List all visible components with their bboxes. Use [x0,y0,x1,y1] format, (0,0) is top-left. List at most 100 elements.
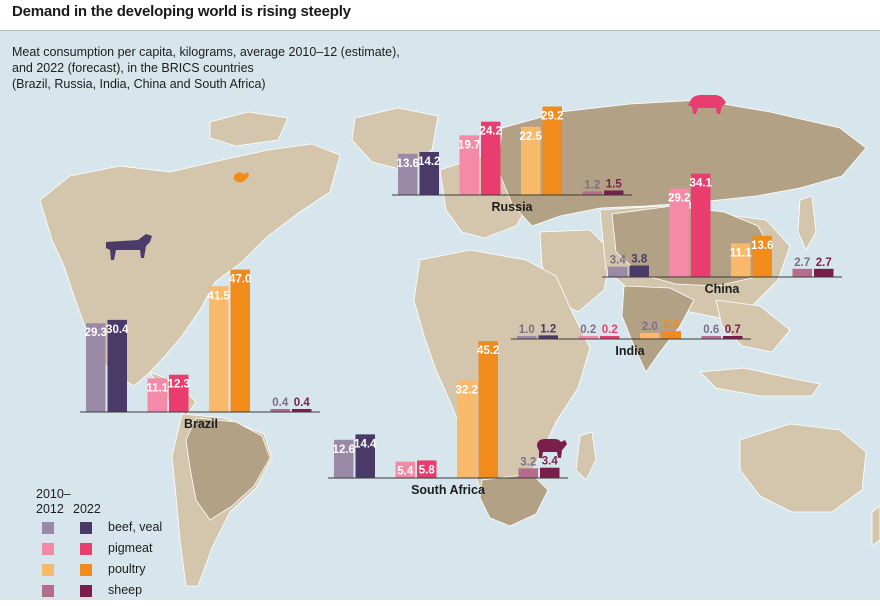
india-country-label: India [615,344,645,358]
japan [797,195,817,251]
subtitle-line: and 2022 (forecast), in the BRICS countr… [12,61,254,75]
south-africa-value-label: 3.4 [542,456,559,468]
legend-label: pigmeat [108,541,153,555]
world-map: 29.3 30.411.1 12.341.547.00.4 0.4Brazil13.6… [0,31,880,600]
india-value-label: 2.0 [642,321,658,333]
china-value-label: 34.1 [690,178,713,190]
brazil-bar-pigmeat-2010-12 [147,378,167,412]
legend-swatch-2022 [80,522,92,534]
icon-layer [106,94,726,458]
pig-icon-body [688,94,726,114]
legend-swatch-2022 [80,564,92,576]
subtitle: Meat consumption per capita, kilograms, … [12,44,412,92]
india-value-label: 0.2 [602,324,618,336]
legend-label: beef, veal [108,520,163,534]
china-bar-pigmeat-2022 [691,173,711,277]
legend-period-b: 2022 [73,502,101,516]
brazil-bar-beef-veal-2010-12 [86,323,106,412]
china-bar-sheep-2010-12 [792,268,812,277]
russia-country-label: Russia [492,200,534,214]
legend-label: sheep [108,583,143,597]
brazil-bar-pigmeat-2022 [169,374,189,412]
india-bars: 1.0 1.2 0.2 0.2 2.0 2.6 0.6 0.7 India [511,319,751,358]
south-africa-bar-sheep-2010-12 [518,468,538,478]
india-bar-beef-veal-2022 [538,335,558,339]
russia-value-label: 13.6 [397,158,419,170]
brazil-bars: 29.3 30.4 11.1 12.3 41.5 47.0 0.4 0.4 Brazil [80,269,320,431]
china-bar-poultry-2010-12 [731,243,751,277]
canada-islands [209,111,289,147]
legend-period-a-line2: 2012 [36,502,64,516]
china-value-label: 11.1 [730,247,752,259]
chicken-icon [233,172,249,183]
brazil-highlight [185,417,271,521]
india-bar-poultry-2022 [661,331,681,339]
china-bar-beef-veal-2010-12 [608,266,628,277]
russia-value-label: 19.7 [458,139,480,151]
china-bar-pigmeat-2010-12 [669,188,689,277]
brazil-value-label: 41.5 [208,290,231,302]
headline: Demand in the developing world is rising… [12,3,351,20]
china-bar-sheep-2022 [814,268,834,277]
china-bars: 3.4 3.8 29.234.1 11.113.6 2.7 2.7 China [602,173,842,296]
indonesia [699,367,821,397]
brazil-value-label: 0.4 [272,397,289,409]
russia-value-label: 22.5 [520,131,543,143]
russia-bar-sheep-2022 [604,190,624,195]
brazil-bar-poultry-2022 [230,269,250,412]
south-africa-bar-pigmeat-2022 [417,460,437,478]
south-africa-value-label: 5.8 [419,464,436,476]
pig-icon [688,94,726,114]
russia-bar-poultry-2010-12 [521,126,541,195]
madagascar [575,431,597,481]
brazil-bar-poultry-2010-12 [209,286,229,412]
india-bar-sheep-2010-12 [701,336,721,339]
russia-bar-poultry-2022 [542,106,562,195]
russia-bar-beef-veal-2010-12 [398,153,418,195]
russia-bar-sheep-2010-12 [582,191,602,195]
south-africa-value-label: 14.4 [354,438,377,450]
india-bar-poultry-2010-12 [640,332,660,339]
india-bar-beef-veal-2010-12 [517,335,537,339]
south-africa-value-label: 12.6 [333,444,355,456]
south-africa-value-label: 5.4 [397,466,414,478]
legend-swatch-2022 [80,585,92,597]
subtitle-line: Meat consumption per capita, kilograms, … [12,45,400,59]
brazil-country-label: Brazil [184,417,218,431]
russia-value-label: 14.2 [418,156,440,168]
india-highlight [621,285,695,373]
southeast-asia [715,299,791,353]
new-zealand [871,505,880,547]
russia-bar-pigmeat-2010-12 [459,135,479,195]
subtitle-line: (Brazil, Russia, India, China and South … [12,77,266,91]
legend-label: poultry [108,562,146,576]
south-africa-bar-beef-veal-2022 [355,434,375,478]
south-africa-bar-poultry-2010-12 [457,380,477,478]
australia [739,423,867,513]
china-value-label: 2.7 [794,257,810,269]
sheep-icon [537,439,567,458]
brazil-bar-sheep-2010-12 [270,409,290,412]
sheep-icon-body [537,439,567,458]
india-bar-pigmeat-2022 [600,336,620,339]
india-bar-sheep-2022 [723,336,743,339]
brazil-value-label: 12.3 [168,379,190,391]
south-africa-country-label: South Africa [411,483,486,497]
russia-value-label: 24.2 [480,126,502,138]
china-value-label: 13.6 [751,240,773,252]
china-value-label: 3.8 [631,253,648,265]
india-bar-pigmeat-2010-12 [578,336,598,339]
cow-icon-body [106,234,152,260]
russia-bar-pigmeat-2022 [481,121,501,195]
south-africa-bar-sheep-2022 [540,467,560,478]
china-bar-poultry-2022 [752,235,772,277]
south-africa-bar-poultry-2022 [478,341,498,478]
south-africa-value-label: 3.2 [520,456,536,468]
south-africa-bar-pigmeat-2010-12 [395,461,415,478]
brazil-bar-sheep-2022 [292,409,312,412]
india-value-label: 0.2 [580,324,596,336]
brazil-value-label: 47.0 [229,274,251,286]
russia-value-label: 29.2 [541,111,563,123]
india-value-label: 1.2 [540,323,556,335]
